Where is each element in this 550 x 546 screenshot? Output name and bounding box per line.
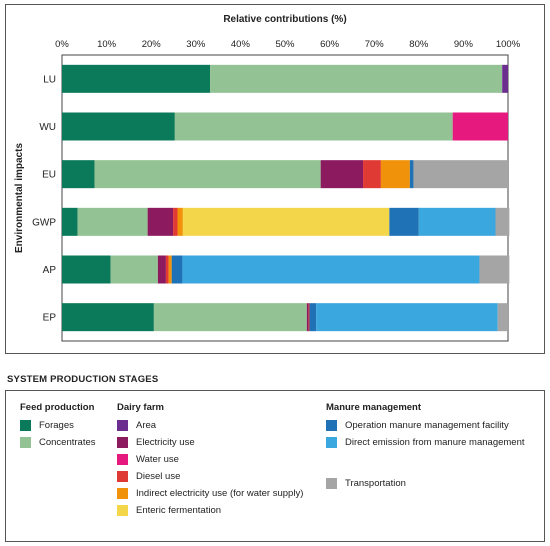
bar-segment-forages bbox=[62, 207, 78, 236]
bar-segment-forages bbox=[62, 255, 111, 284]
legend-swatch bbox=[326, 436, 337, 448]
legend-label: Indirect electricity use (for water supp… bbox=[136, 487, 304, 499]
legend-label: Concentrates bbox=[39, 436, 96, 448]
legend-swatch bbox=[20, 436, 31, 448]
legend-item-diesel-use: Diesel use bbox=[117, 470, 180, 482]
bar-segment-direct-emission-from-manure-management bbox=[182, 255, 480, 284]
legend-label: Transportation bbox=[345, 477, 406, 489]
bar-segment-transportation bbox=[495, 207, 510, 236]
legend-item-area: Area bbox=[117, 419, 156, 431]
bar-segment-operation-manure-management-facility bbox=[409, 160, 414, 189]
chart-title: Relative contributions (%) bbox=[223, 14, 346, 25]
bar-segment-electricity-use bbox=[306, 303, 309, 332]
legend-swatch bbox=[117, 487, 128, 499]
x-tick-label: 30% bbox=[186, 39, 206, 50]
stacked-bar-chart: Relative contributions (%) 0% 10% 20% 30% 40%… bbox=[14, 14, 521, 342]
bar-segment-forages bbox=[62, 112, 175, 141]
bar-segment-operation-manure-management-facility bbox=[171, 255, 183, 284]
bar-segment-concentrates bbox=[110, 255, 158, 284]
bar-segment-concentrates bbox=[94, 160, 321, 189]
bar-segment-operation-manure-management-facility bbox=[389, 207, 419, 236]
legend-swatch bbox=[326, 477, 337, 489]
chart-panel: Relative contributions (%) 0% 10% 20% 30% 40%… bbox=[5, 4, 545, 354]
bar-segment-forages bbox=[62, 160, 95, 189]
legend-label: Electricity use bbox=[136, 436, 195, 448]
legend-heading: SYSTEM PRODUCTION STAGES bbox=[7, 374, 159, 385]
bar-segment-indirect-electricity-use-for-water-supply bbox=[177, 207, 183, 236]
legend-item-concentrates: Concentrates bbox=[20, 436, 96, 448]
legend-item-direct-emission-manure: Direct emission from manure management bbox=[326, 436, 525, 448]
legend-item-transportation: Transportation bbox=[326, 477, 406, 489]
legend-panel: Feed production Forages Concentrates Dai… bbox=[5, 390, 545, 542]
bar-segment-transportation bbox=[479, 255, 510, 284]
legend-group-title-manure-management: Manure management bbox=[326, 402, 422, 413]
x-tick-label: 90% bbox=[454, 39, 474, 50]
y-axis-label: Environmental impacts bbox=[14, 143, 25, 253]
bar-segment-diesel-use bbox=[308, 303, 310, 332]
legend-item-operation-manure-facility: Operation manure management facility bbox=[326, 419, 509, 431]
bar-segment-diesel-use bbox=[173, 207, 178, 236]
bar-segment-direct-emission-from-manure-management bbox=[316, 303, 498, 332]
bar-segment-concentrates bbox=[153, 303, 307, 332]
legend-swatch bbox=[20, 419, 31, 431]
x-tick-label: 0% bbox=[55, 39, 69, 50]
bar-segment-diesel-use bbox=[363, 160, 381, 189]
legend-label: Operation manure management facility bbox=[345, 419, 509, 431]
category-label: LU bbox=[43, 74, 56, 85]
category-label: WU bbox=[39, 122, 56, 133]
bar-segment-electricity-use bbox=[320, 160, 364, 189]
legend-label: Forages bbox=[39, 419, 74, 431]
x-tick-label: 100% bbox=[496, 39, 521, 50]
bar-segment-concentrates bbox=[174, 112, 453, 141]
bar-segment-operation-manure-management-facility bbox=[309, 303, 317, 332]
bar-segment-indirect-electricity-use-for-water-supply bbox=[168, 255, 172, 284]
bar-segment-diesel-use bbox=[165, 255, 169, 284]
bar-segment-transportation bbox=[413, 160, 508, 189]
legend-swatch bbox=[117, 470, 128, 482]
category-label: AP bbox=[43, 265, 57, 276]
x-tick-label: 10% bbox=[97, 39, 117, 50]
x-tick-label: 50% bbox=[275, 39, 295, 50]
legend-label: Diesel use bbox=[136, 470, 181, 482]
x-tick-label: 70% bbox=[365, 39, 385, 50]
legend-group-title-dairy-farm: Dairy farm bbox=[117, 402, 164, 413]
legend-label: Water use bbox=[136, 453, 179, 465]
category-label: EP bbox=[43, 313, 57, 324]
category-label: EU bbox=[42, 170, 56, 181]
bar-segment-enteric-fermentation bbox=[182, 207, 390, 236]
bar-segment-indirect-electricity-use-for-water-supply bbox=[380, 160, 410, 189]
legend-swatch bbox=[117, 419, 128, 431]
legend-item-enteric-fermentation: Enteric fermentation bbox=[117, 504, 221, 516]
bar-segment-direct-emission-from-manure-management bbox=[418, 207, 496, 236]
legend-label: Enteric fermentation bbox=[136, 504, 222, 516]
bar-segment-transportation bbox=[497, 303, 508, 332]
legend-item-indirect-electricity-use: Indirect electricity use (for water supp… bbox=[117, 487, 303, 499]
legend-swatch bbox=[117, 453, 128, 465]
legend-swatch bbox=[326, 419, 337, 431]
x-tick-label: 20% bbox=[142, 39, 162, 50]
legend-swatch bbox=[117, 504, 128, 516]
x-tick-label: 60% bbox=[320, 39, 340, 50]
legend-label: Area bbox=[136, 419, 157, 431]
bar-segment-electricity-use bbox=[157, 255, 166, 284]
bar-segment-concentrates bbox=[210, 64, 503, 93]
bar-segment-water-use bbox=[452, 112, 508, 141]
x-tick-label: 80% bbox=[409, 39, 429, 50]
plot-frame bbox=[61, 54, 509, 342]
bar-segment-area bbox=[502, 64, 508, 93]
bar-segment-concentrates bbox=[77, 207, 148, 236]
legend-group-title-feed-production: Feed production bbox=[20, 402, 95, 413]
bar-segment-forages bbox=[62, 303, 154, 332]
legend-item-water-use: Water use bbox=[117, 453, 179, 465]
legend-label: Direct emission from manure management bbox=[345, 436, 525, 448]
bar-segment-forages bbox=[62, 64, 211, 93]
legend-swatch bbox=[117, 436, 128, 448]
bar-segment-electricity-use bbox=[147, 207, 174, 236]
x-tick-label: 40% bbox=[231, 39, 251, 50]
legend-item-electricity-use: Electricity use bbox=[117, 436, 195, 448]
legend-item-forages: Forages bbox=[20, 419, 74, 431]
category-label: GWP bbox=[32, 217, 56, 228]
